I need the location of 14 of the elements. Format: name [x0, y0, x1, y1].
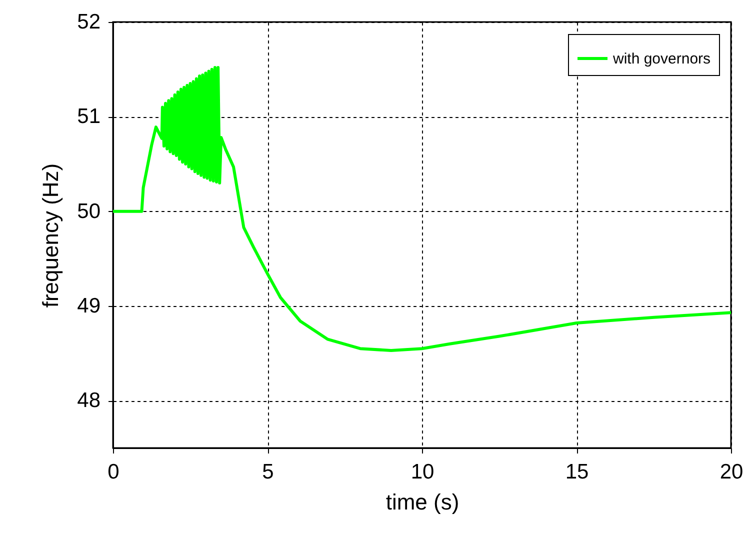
x-axis-title: time (s) — [386, 490, 460, 514]
x-tick-label: 0 — [108, 460, 120, 484]
y-tick-label: 49 — [77, 294, 100, 318]
y-tick-label: 52 — [77, 10, 100, 34]
x-tick-label: 20 — [720, 460, 744, 484]
y-axis-title: frequency (Hz) — [38, 163, 64, 308]
y-tick-label: 48 — [77, 389, 100, 412]
x-tick-label: 15 — [565, 460, 589, 484]
y-tick-label: 50 — [77, 200, 100, 223]
x-tick-label: 5 — [262, 460, 274, 484]
x-tick-label: 10 — [410, 460, 434, 484]
line-series — [113, 66, 731, 352]
legend-label: with governors — [612, 50, 711, 68]
y-tick-label: 51 — [77, 105, 100, 128]
